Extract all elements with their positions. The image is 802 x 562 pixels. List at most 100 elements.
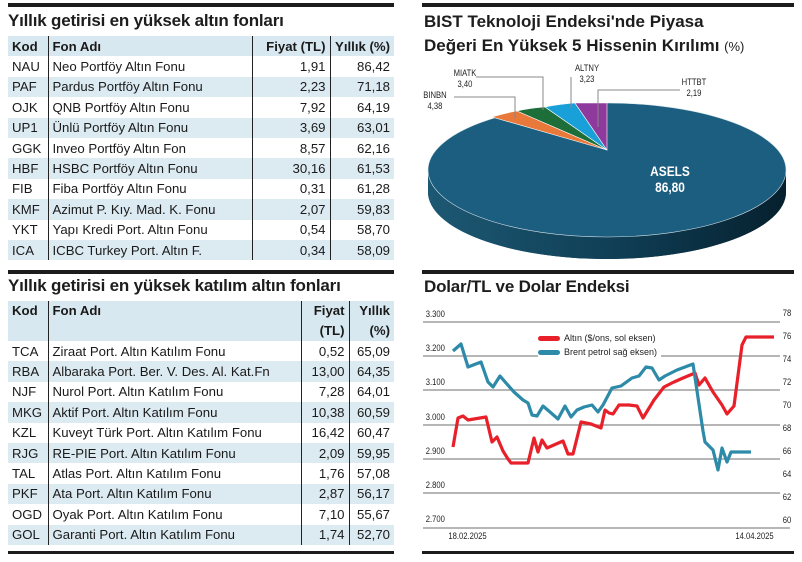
- table-row: OJK QNB Portföy Altın Fonu 7,92 64,19: [8, 97, 394, 118]
- cell-fiyat: 30,16: [252, 158, 331, 179]
- table-row: PKF Ata Port. Altın Katılım Fonu 2,87 56,17: [8, 483, 394, 505]
- yl-3300: 3.300: [425, 309, 445, 319]
- cell-yillik: 57,08: [356, 465, 390, 481]
- bottom-rule-left: [8, 551, 394, 554]
- cell-yillik: 86,42: [356, 58, 390, 74]
- line-top-rule: [422, 270, 794, 274]
- yr-68: 68: [782, 423, 792, 433]
- cell-yillik: 60,59: [356, 404, 390, 420]
- cell-kod: GOL: [8, 524, 49, 545]
- cell-kod: PKF: [8, 483, 49, 505]
- yr-62: 62: [782, 492, 792, 502]
- cell-kod: PAF: [8, 76, 49, 98]
- yr-76: 76: [782, 331, 792, 341]
- cell-yillik: 61,53: [356, 160, 390, 176]
- table1-title: Yıllık getirisi en yüksek altın fonları: [8, 11, 284, 30]
- legend-gold: Altın ($/ons, sol eksen): [538, 333, 660, 343]
- pie-label-httbt: HTTBT 2,19: [681, 77, 707, 98]
- table1-col-kod: Kod: [8, 36, 49, 57]
- cell-fiyat: 16,42: [301, 422, 350, 443]
- pie-label-miatk: MIATK 3,40: [453, 68, 477, 89]
- x-end-label: 14.04.2025: [735, 531, 774, 541]
- table-row: NAU Neo Portföy Altın Fonu 1,91 86,42: [8, 56, 394, 77]
- cell-fon-adi: Ünlü Portföy Altın Fonu: [48, 117, 253, 138]
- table-row: RJG RE-PIE Port. Altın Katılım Fonu 2,09 59…: [8, 442, 394, 464]
- table-row: TCA Ziraat Port. Altın Katılım Fonu 0,52 65…: [8, 341, 394, 362]
- cell-yillik: 60,47: [356, 425, 390, 441]
- yr-64: 64: [782, 469, 792, 479]
- cell-fon-adi: QNB Portföy Altın Fonu: [48, 97, 253, 118]
- cell-fon-adi: Oyak Port. Altın Katılım Fonu: [48, 504, 302, 525]
- cell-yillik: 55,67: [356, 506, 390, 522]
- table2: Kod Fon Adı Fiyat (TL) Yıllık (%) TCA Zir…: [8, 301, 394, 545]
- table2-col-kod: Kod: [8, 301, 49, 341]
- pie-label-altny: ALTNY 3,23: [574, 63, 600, 84]
- table-row: YKT Yapı Kredi Port. Altın Fonu 0,54 58,70: [8, 219, 394, 240]
- cell-kod: OJK: [8, 97, 49, 118]
- cell-fon-adi: Ata Port. Altın Katılım Fonu: [48, 483, 302, 505]
- cell-fiyat: 13,00: [301, 361, 350, 382]
- yr-74: 74: [782, 354, 792, 364]
- pie-title-line1: BIST Teknoloji Endeksi'nde Piyasa: [424, 12, 704, 31]
- bottom-rule-right: [422, 551, 794, 554]
- table2-col-fiyat: Fiyat (TL): [301, 301, 350, 341]
- cell-yillik: 56,17: [356, 486, 390, 502]
- cell-fon-adi: Garanti Port. Altın Katılım Fonu: [48, 524, 302, 545]
- cell-yillik: 61,28: [356, 181, 390, 197]
- cell-kod: TCA: [8, 341, 49, 362]
- cell-fiyat: 8,57: [252, 137, 331, 159]
- brent-line: [451, 342, 751, 472]
- table2-header-row: Kod Fon Adı Fiyat (TL) Yıllık (%): [8, 301, 394, 341]
- legend-brent-swatch: [538, 350, 560, 356]
- table-row: HBF HSBC Portföy Altın Fonu 30,16 61,53: [8, 158, 394, 179]
- cell-fiyat: 0,54: [252, 219, 331, 240]
- cell-fon-adi: Azimut P. Kıy. Mad. K. Fonu: [48, 199, 253, 220]
- legend-brent: Brent petrol sağ eksen): [538, 347, 662, 357]
- pie-panel: BIST Teknoloji Endeksi'nde Piyasa Değeri…: [424, 10, 794, 265]
- cell-yillik: 59,95: [356, 445, 390, 461]
- table-row: ICA ICBC Turkey Port. Altın F. 0,34 58,09: [8, 239, 394, 261]
- pie-title-line2-text: Değeri En Yüksek 5 Hissenin Kırılımı: [424, 36, 720, 55]
- yr-66: 66: [782, 446, 792, 456]
- cell-fiyat: 2,23: [252, 76, 331, 98]
- cell-kod: OGD: [8, 504, 49, 525]
- table1-top-rule: [8, 3, 394, 7]
- cell-kod: HBF: [8, 158, 49, 179]
- x-start-label: 18.02.2025: [448, 531, 487, 541]
- cell-fiyat: 1,74: [301, 524, 350, 545]
- table-row: NJF Nurol Port. Altın Katılım Fonu 7,28 64,…: [8, 381, 394, 403]
- cell-fiyat: 3,69: [252, 117, 331, 138]
- cell-fiyat: 1,91: [252, 56, 331, 77]
- line-title: Dolar/TL ve Dolar Endeksi: [424, 277, 630, 296]
- cell-fon-adi: Pardus Portföy Altın Fonu: [48, 76, 253, 98]
- yl-3000: 3.000: [425, 412, 445, 422]
- cell-fon-adi: Aktif Port. Altın Katılım Fonu: [48, 402, 302, 423]
- table2-title: Yıllık getirisi en yüksek katılım altın …: [8, 276, 341, 295]
- yl-3100: 3.100: [425, 377, 445, 387]
- table-row: FIB Fiba Portföy Altın Fonu 0,31 61,28: [8, 178, 394, 200]
- cell-kod: RJG: [8, 442, 49, 464]
- cell-yillik: 71,18: [356, 79, 390, 95]
- table-row: RBA Albaraka Port. Ber. V. Des. Al. Kat.F…: [8, 361, 394, 382]
- table-row: PAF Pardus Portföy Altın Fonu 2,23 71,18: [8, 76, 394, 98]
- cell-kod: RBA: [8, 361, 49, 382]
- cell-fiyat: 0,31: [252, 178, 331, 200]
- pie-title: BIST Teknoloji Endeksi'nde Piyasa Değeri…: [424, 10, 794, 59]
- cell-fon-adi: Kuveyt Türk Port. Altın Katılım Fonu: [48, 422, 302, 443]
- table2-col-yillik: Yıllık (%): [349, 301, 394, 341]
- table2-col-yillik-line1: Yıllık: [359, 303, 390, 318]
- table-row: MKG Aktif Port. Altın Katılım Fonu 10,38 60…: [8, 402, 394, 423]
- cell-yillik: 64,01: [356, 384, 390, 400]
- cell-fiyat: 0,52: [301, 341, 350, 362]
- cell-kod: UP1: [8, 117, 49, 138]
- table1-col-fiyat: Fiyat (TL): [252, 36, 331, 57]
- table1-col-yillik: Yıllık (%): [335, 38, 390, 54]
- table-row: GGK Inveo Portföy Altın Fon 8,57 62,16: [8, 137, 394, 159]
- yl-2900: 2.900: [425, 446, 445, 456]
- cell-fon-adi: ICBC Turkey Port. Altın F.: [48, 239, 253, 261]
- cell-kod: ICA: [8, 239, 49, 261]
- table2-top-rule: [8, 270, 394, 274]
- table-row: KMF Azimut P. Kıy. Mad. K. Fonu 2,07 59,83: [8, 199, 394, 220]
- table2-col-yillik-line2: (%): [369, 323, 390, 338]
- cell-fiyat: 1,76: [301, 463, 350, 484]
